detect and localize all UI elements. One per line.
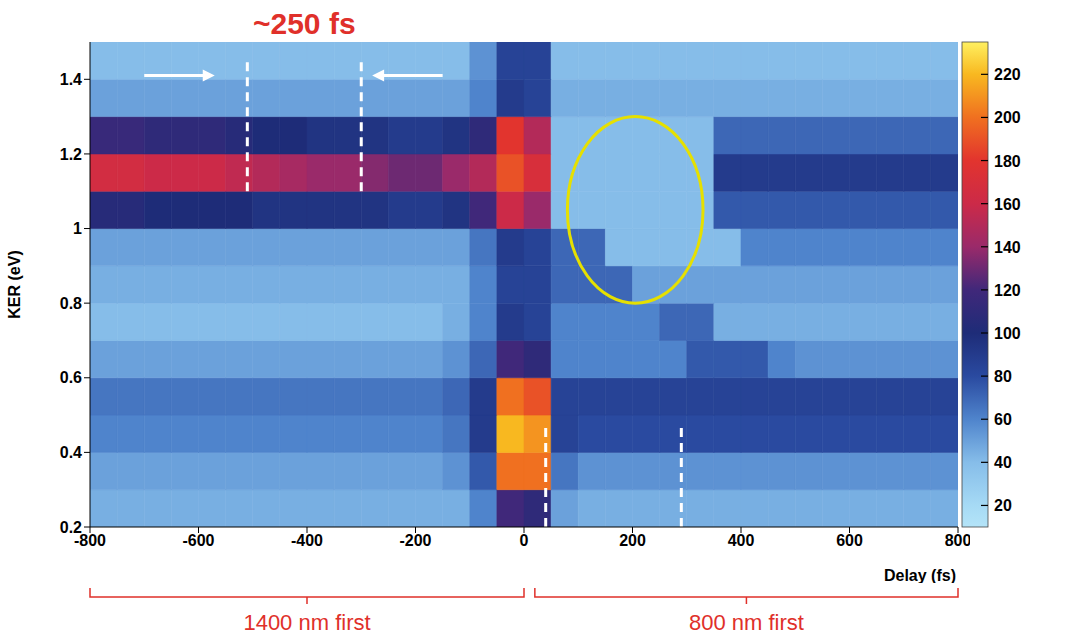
svg-text:800: 800: [945, 532, 970, 549]
svg-text:1.2: 1.2: [60, 146, 82, 163]
svg-text:0.4: 0.4: [60, 444, 82, 461]
svg-text:0.2: 0.2: [60, 519, 82, 536]
svg-text:-800: -800: [74, 532, 106, 550]
svg-text:0.8: 0.8: [60, 295, 82, 312]
svg-text:60: 60: [994, 411, 1012, 428]
svg-text:200: 200: [994, 109, 1021, 126]
svg-text:140: 140: [994, 239, 1021, 256]
svg-text:800 nm first: 800 nm first: [689, 610, 804, 635]
svg-text:-400: -400: [291, 532, 323, 549]
svg-text:1.4: 1.4: [60, 71, 82, 88]
svg-text:0.6: 0.6: [60, 369, 82, 386]
svg-text:1: 1: [73, 220, 82, 237]
svg-text:120: 120: [994, 282, 1021, 299]
svg-text:~250 fs: ~250 fs: [253, 7, 356, 40]
svg-text:0: 0: [520, 532, 529, 549]
svg-text:600: 600: [836, 532, 863, 549]
svg-text:-600: -600: [182, 532, 214, 549]
svg-text:1400 nm first: 1400 nm first: [243, 610, 370, 635]
svg-text:40: 40: [994, 454, 1012, 471]
svg-text:80: 80: [994, 368, 1012, 385]
svg-text:-200: -200: [399, 532, 431, 549]
svg-text:200: 200: [619, 532, 646, 549]
svg-text:Delay (fs): Delay (fs): [884, 567, 956, 583]
svg-text:KER (eV): KER (eV): [6, 250, 23, 318]
svg-text:220: 220: [994, 66, 1021, 83]
svg-text:160: 160: [994, 196, 1021, 213]
svg-text:100: 100: [994, 325, 1021, 342]
svg-text:400: 400: [728, 532, 755, 549]
svg-text:180: 180: [994, 153, 1021, 170]
svg-text:20: 20: [994, 497, 1012, 514]
